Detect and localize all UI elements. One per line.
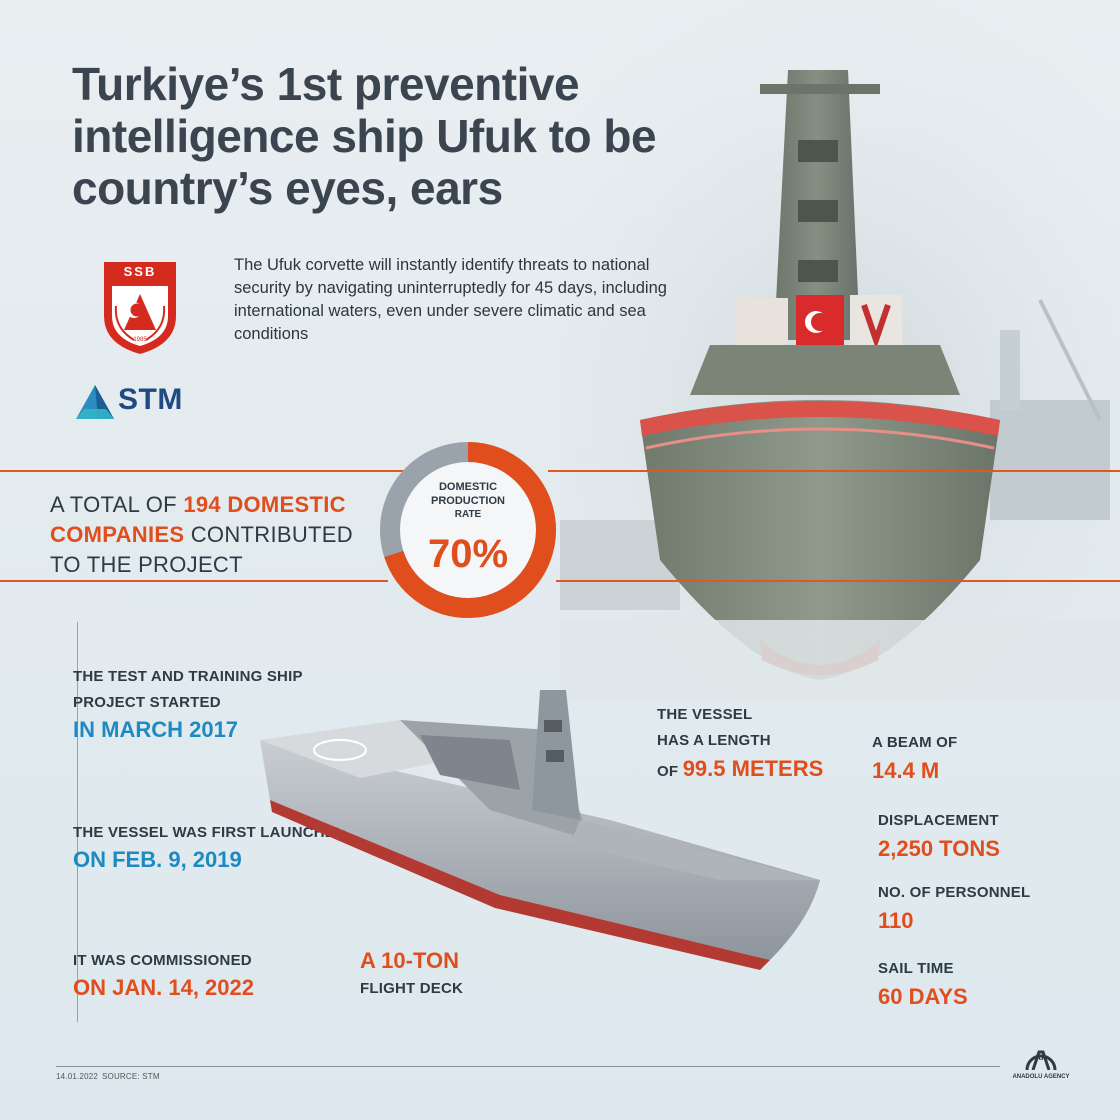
spec-sail-time-label: SAIL TIME <box>878 960 954 977</box>
footer-line <box>56 1066 1000 1067</box>
donut-background <box>390 452 546 608</box>
page-subtitle: The Ufuk corvette will instantly identif… <box>234 256 667 343</box>
timeline-label-2: THE VESSEL WAS FIRST LAUNCHED <box>73 824 347 841</box>
timeline-item-1: THE TEST AND TRAINING SHIP PROJECT START… <box>73 664 343 744</box>
spec-sail-time-value: 60 DAYS <box>878 984 968 1009</box>
timeline-item-3: IT WAS COMMISSIONED ON JAN. 14, 2022 <box>73 948 373 1002</box>
domestic-production-donut: DOMESTIC PRODUCTION RATE 70% <box>376 438 560 622</box>
page-title: Turkiye’s 1st preventive intelligence sh… <box>72 58 657 214</box>
donut-fill-arc <box>380 442 556 618</box>
length-line3-prefix: OF <box>657 763 679 780</box>
divider-bottom-left <box>0 580 388 582</box>
ship-bow-photo <box>560 0 1120 700</box>
footer-date: 14.01.2022 <box>56 1072 99 1081</box>
length-block: THE VESSEL HAS A LENGTH OF 99.5 METERS <box>657 702 857 787</box>
donut-label-line2: PRODUCTION <box>431 495 505 507</box>
divider-bottom-right <box>556 580 1120 582</box>
spec-personnel-label: NO. OF PERSONNEL <box>878 884 1031 901</box>
timeline-line <box>77 622 78 1022</box>
aa-logo-icon: AA ANADOLU AGENCY <box>1012 1044 1070 1086</box>
footer-source: SOURCE: STM <box>102 1072 160 1081</box>
divider-top-right <box>548 470 1120 472</box>
donut-label-line3: RATE <box>454 509 482 520</box>
spec-sail-time: SAIL TIME 60 DAYS <box>878 956 1098 1012</box>
contribution-highlight: 194 DOMESTIC COMPANIES <box>50 492 346 547</box>
ssb-year: 1985 <box>133 337 147 343</box>
spec-personnel-value: 110 <box>878 908 914 933</box>
timeline-value-1: IN MARCH 2017 <box>73 717 239 742</box>
contribution-text: A TOTAL OF 194 DOMESTIC COMPANIES CONTRI… <box>50 490 380 580</box>
length-line1: THE VESSEL <box>657 706 753 723</box>
contribution-prefix: A TOTAL OF <box>50 492 177 517</box>
ship-render-image <box>260 690 820 970</box>
spec-displacement-label: DISPLACEMENT <box>878 812 999 829</box>
length-value: 99.5 METERS <box>682 756 824 781</box>
timeline-value-3: ON JAN. 14, 2022 <box>73 975 254 1000</box>
timeline-label-1: THE TEST AND TRAINING SHIP PROJECT START… <box>73 668 303 711</box>
stm-text: STM <box>118 383 183 416</box>
aa-logo-mark: AA <box>1034 1052 1048 1062</box>
stm-logo: STM <box>76 383 206 423</box>
donut-label-line1: DOMESTIC <box>438 481 498 493</box>
stm-logo-icon <box>76 385 114 419</box>
flight-deck-block: A 10-TON FLIGHT DECK <box>360 946 560 1002</box>
spec-displacement: DISPLACEMENT 2,250 TONS <box>878 808 1098 864</box>
flight-deck-label: FLIGHT DECK <box>360 980 464 997</box>
ssb-emblem-icon: SSB 1985 <box>98 256 182 356</box>
contribution-suffix: CONTRIBUTED TO THE PROJECT <box>50 522 353 577</box>
length-line2: HAS A LENGTH <box>657 732 771 749</box>
spec-beam: A BEAM OF 14.4 M <box>872 730 1092 786</box>
flight-deck-value: A 10-TON <box>360 948 460 973</box>
spec-displacement-value: 2,250 TONS <box>878 836 1000 861</box>
spec-beam-label: A BEAM OF <box>872 734 958 751</box>
spec-personnel: NO. OF PERSONNEL 110 <box>878 880 1098 936</box>
divider-top-left <box>0 470 406 472</box>
timeline-item-2: THE VESSEL WAS FIRST LAUNCHED ON FEB. 9,… <box>73 820 393 874</box>
donut-value: 70% <box>427 532 509 576</box>
aa-logo-name: ANADOLU AGENCY <box>1012 1074 1070 1080</box>
timeline-value-2: ON FEB. 9, 2019 <box>73 847 242 872</box>
ssb-text: SSB <box>123 264 157 279</box>
spec-beam-value: 14.4 M <box>872 758 940 783</box>
timeline-label-3: IT WAS COMMISSIONED <box>73 952 252 969</box>
